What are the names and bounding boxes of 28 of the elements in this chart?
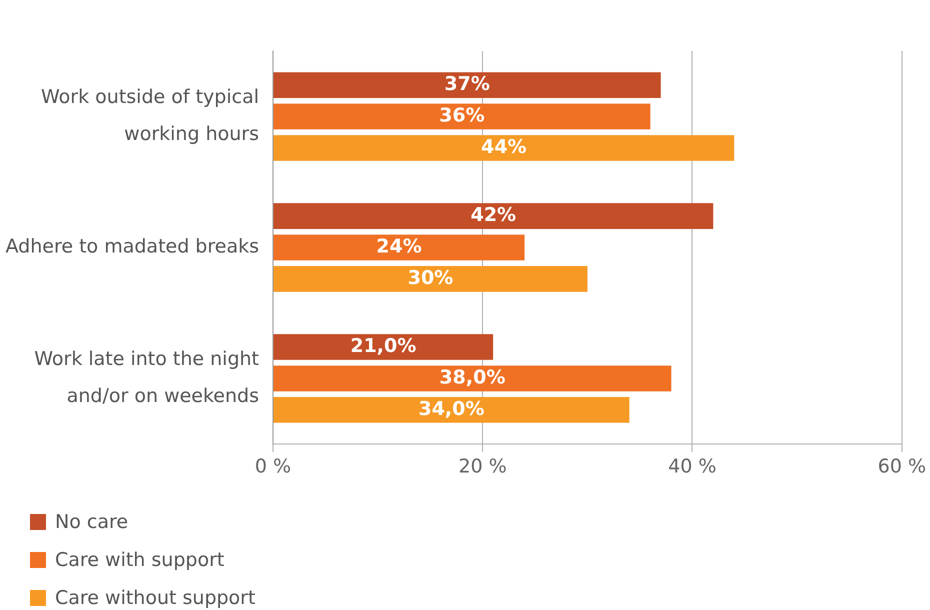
data-label: 36% [439,104,485,126]
data-label: 37% [444,73,490,96]
bar [274,234,525,260]
data-label: 30% [408,266,454,289]
legend-label: No care [55,511,128,533]
data-label: 42% [470,204,516,226]
bar [274,334,494,360]
bar [274,104,650,130]
legend-label: Care without support [55,587,256,609]
bar [274,203,714,229]
x-tick-label: 0 % [254,455,292,478]
bar [274,366,672,392]
x-tick-label: 20 % [458,455,507,478]
data-label: 24% [376,235,422,258]
x-tick-label: 40 % [668,455,716,478]
y-tick-label: Work outside of typical working hours [41,86,259,145]
data-label: 34,0% [418,398,484,420]
bar [274,397,630,423]
y-tick-label: Adhere to madated breaks [6,235,259,258]
data-label: 38,0% [439,366,506,388]
data-label: 44% [481,136,527,158]
x-tick-label: 60 % [878,455,926,478]
y-tick-label: Work late into the night and/or on weekends [34,348,259,407]
legend-label: Care with support [55,549,224,571]
bar [274,266,588,292]
bar [274,72,661,98]
data-label: 21,0% [350,334,416,357]
bar [274,135,734,161]
